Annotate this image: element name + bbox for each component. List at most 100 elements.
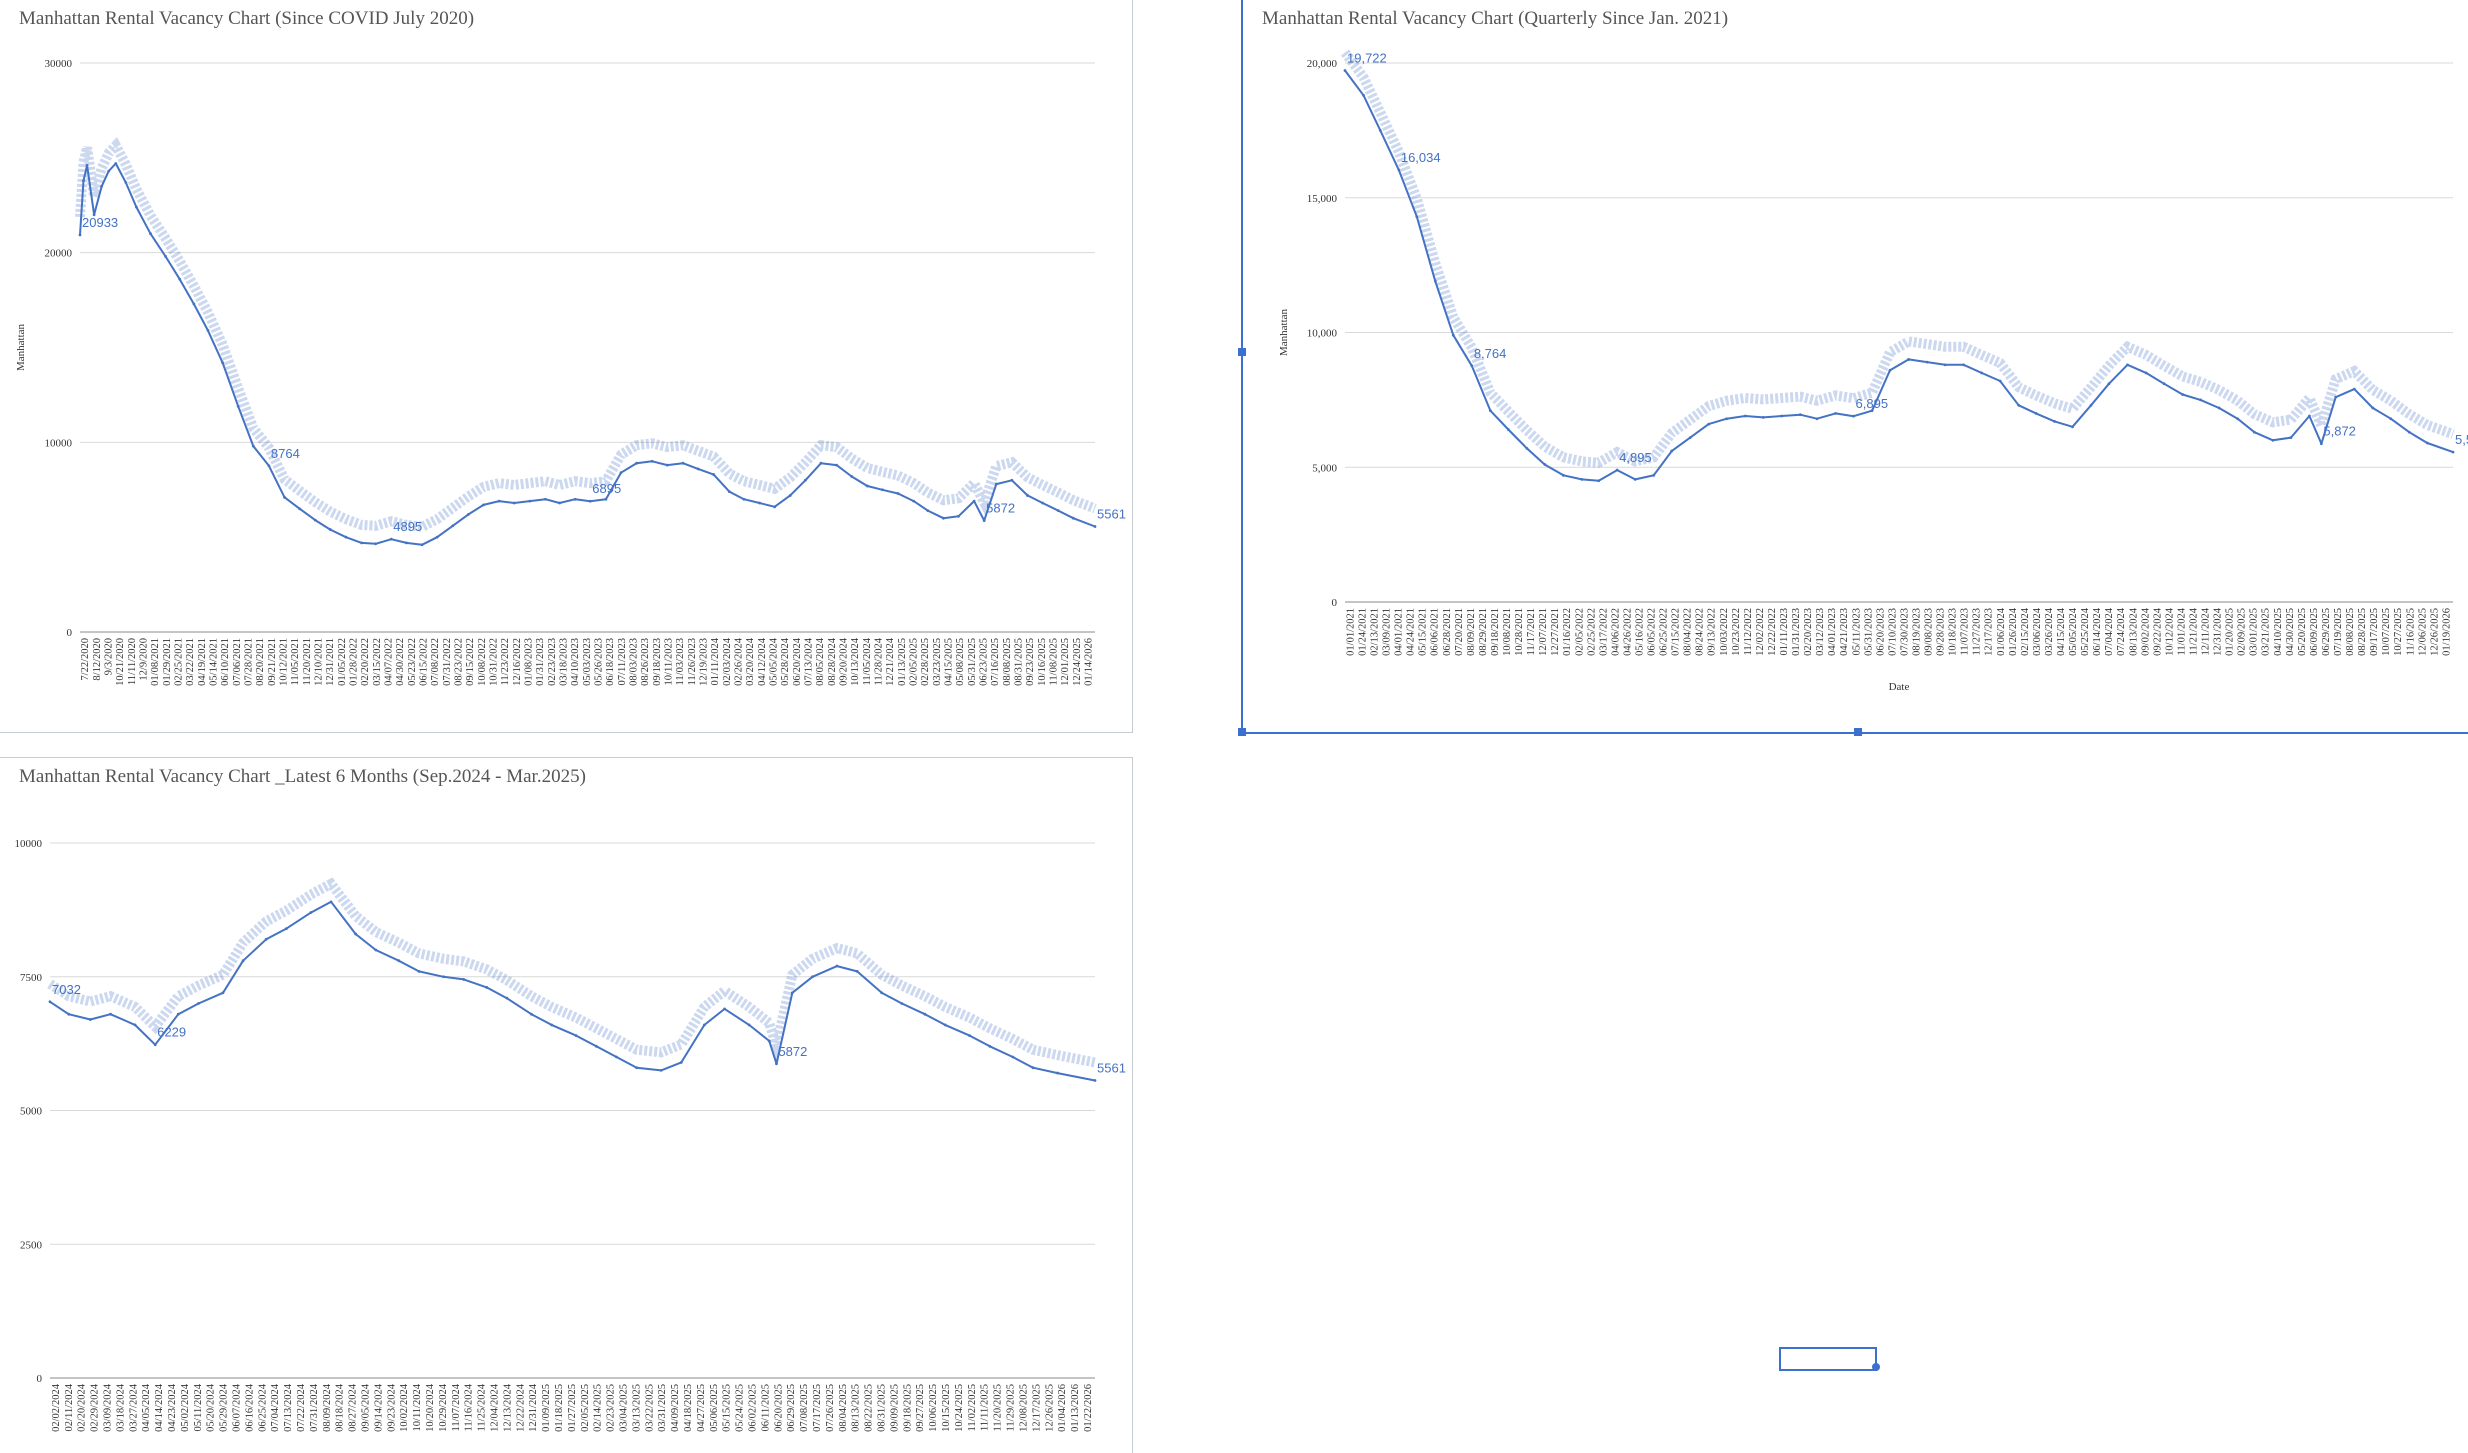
series-line: [49, 900, 1096, 1082]
resize-handle-bottom[interactable]: [1854, 728, 1862, 736]
x-tick-label: 07/08/2022: [430, 638, 441, 686]
data-point: [2181, 393, 2184, 396]
data-point: [2034, 411, 2038, 415]
x-tick-label: 02/05/2025: [580, 1384, 591, 1432]
x-tick-label: 02/23/2023: [547, 638, 558, 686]
data-point: [1580, 477, 1584, 481]
x-tick-label: 05/29/2024: [219, 1383, 230, 1432]
x-tick-label: 09/28/2023: [1936, 608, 1947, 656]
x-tick-label: 10/13/2024: [850, 637, 861, 686]
x-tick-label: 05/05/2024: [769, 637, 780, 686]
chart-panel-since-covid[interactable]: Manhattan Rental Vacancy Chart (Since CO…: [0, 0, 1133, 733]
data-point: [100, 184, 104, 188]
x-tick-label: 04/09/2025: [670, 1384, 681, 1432]
data-point: [1670, 449, 1674, 453]
x-tick-label: 06/29/2025: [2321, 608, 2332, 656]
data-point: [417, 970, 421, 973]
data-point: [176, 1012, 180, 1016]
x-tick-label: 03/31/2025: [657, 1384, 668, 1432]
x-tick-label: 03/01/2025: [2249, 608, 2260, 656]
x-tick-label: 08/28/2024: [827, 637, 838, 686]
x-tick-label: 07/16/2025: [990, 638, 1001, 686]
x-tick-label: 04/30/2025: [2285, 608, 2296, 656]
chart-panel-latest-6-months[interactable]: Manhattan Rental Vacancy Chart _Latest 6…: [0, 757, 1133, 1453]
data-label: 5872: [778, 1044, 807, 1059]
x-tick-label: 01/09/2025: [541, 1384, 552, 1432]
x-tick-label: 11/02/2025: [967, 1384, 978, 1431]
data-point: [1998, 379, 2002, 383]
data-point: [941, 516, 945, 520]
data-point: [1378, 128, 1382, 132]
data-point: [588, 499, 592, 503]
x-tick-label: 12/07/2021: [1538, 608, 1549, 656]
data-point: [2162, 382, 2166, 386]
x-tick-label: 02/29/2024: [90, 1383, 101, 1432]
resize-handle-left[interactable]: [1238, 348, 1246, 356]
x-tick-label: 12/06/2025: [2417, 608, 2428, 656]
x-tick-label: 12/31/2021: [325, 638, 336, 686]
x-tick-label: 11/26/2023: [687, 638, 698, 685]
data-point: [153, 1043, 157, 1047]
data-point: [811, 975, 814, 979]
data-point: [298, 507, 302, 511]
x-tick-label: 07/11/2023: [617, 638, 628, 685]
data-point: [855, 970, 859, 973]
x-tick-label: 04/05/2024: [141, 1383, 152, 1432]
x-tick-label: 07/30/2023: [1899, 608, 1910, 656]
chart-panel-quarterly[interactable]: Manhattan Rental Vacancy Chart (Quarterl…: [1241, 0, 2468, 734]
data-point: [2334, 395, 2338, 399]
data-point: [1943, 363, 1947, 367]
x-tick-label: 08/04/2025: [838, 1384, 849, 1432]
resize-handle-bottom-left[interactable]: [1238, 728, 1246, 736]
data-point: [1093, 1079, 1097, 1082]
x-tick-label: 05/26/2023: [594, 638, 605, 686]
x-tick-label: 06/18/2023: [605, 638, 616, 686]
x-tick-label: 08/31/2025: [877, 1384, 888, 1432]
x-tick-label: 01/24/2021: [1357, 608, 1368, 656]
x-tick-label: 09/27/2025: [915, 1384, 926, 1432]
data-point: [1834, 411, 1837, 415]
x-tick-label: 03/18/2024: [115, 1383, 126, 1432]
x-tick-label: 01/22/2026: [1083, 1384, 1094, 1432]
data-label: 6229: [157, 1025, 186, 1040]
selected-cell[interactable]: [1779, 1347, 1877, 1371]
x-tick-label: 08/05/2024: [815, 637, 826, 686]
x-tick-label: 10/12/2021: [279, 638, 290, 686]
data-point: [665, 463, 669, 467]
data-point: [2407, 430, 2411, 434]
x-tick-label: 07/04/2024: [270, 1383, 281, 1432]
data-point: [466, 513, 470, 516]
data-point: [178, 277, 182, 281]
x-tick-label: 02/09/2025: [2237, 608, 2248, 656]
x-tick-label: 06/05/2022: [1647, 608, 1658, 656]
x-tick-label: 07/13/2024: [283, 1383, 294, 1432]
x-tick-label: 02/03/2024: [722, 637, 733, 686]
x-tick-label: 04/30/2022: [395, 638, 406, 686]
data-point: [850, 475, 854, 478]
x-tick-label: 05/20/2024: [206, 1383, 217, 1432]
x-tick-label: 03/15/2022: [372, 638, 383, 686]
data-point: [512, 501, 516, 505]
data-point: [1707, 422, 1711, 426]
data-point: [1633, 477, 1637, 481]
x-tick-label: 05/15/2021: [1418, 608, 1429, 656]
x-tick-label: 11/01/2024: [2176, 607, 2187, 655]
x-tick-label: 12/16/2022: [512, 638, 523, 686]
x-tick-label: 11/20/2021: [302, 638, 313, 685]
data-point: [1415, 215, 1419, 219]
data-point: [528, 499, 532, 503]
fill-handle[interactable]: [1872, 1363, 1880, 1371]
data-point: [505, 996, 509, 1000]
x-tick-label: 05/16/2022: [1634, 608, 1645, 656]
x-tick-label: 03/26/2024: [2044, 607, 2055, 656]
x-tick-label: 10/03/2022: [1719, 608, 1730, 656]
data-point: [1962, 363, 1966, 367]
data-point: [1852, 414, 1855, 418]
data-point: [85, 164, 89, 167]
data-point: [354, 932, 357, 936]
x-tick-label: 07/08/2025: [799, 1384, 810, 1432]
x-tick-label: 10/29/2024: [438, 1383, 449, 1432]
data-point: [1397, 168, 1401, 172]
data-point: [773, 505, 777, 509]
x-tick-label: 06/20/2023: [1875, 608, 1886, 656]
